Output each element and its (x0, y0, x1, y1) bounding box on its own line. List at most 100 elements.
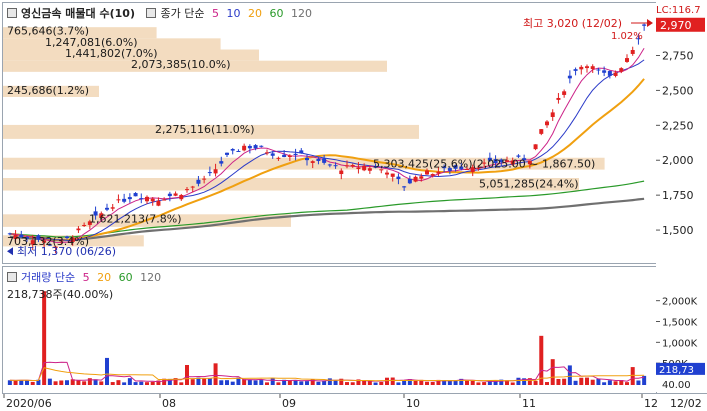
volume-bar (407, 379, 412, 385)
candle-body (419, 176, 424, 179)
volume-chart[interactable] (3, 267, 656, 393)
volume-bar (556, 378, 561, 385)
volume-bar (327, 378, 332, 385)
candle-body (453, 165, 458, 169)
candle-body (133, 193, 138, 197)
candle-body (270, 153, 275, 156)
volume-bar (42, 291, 47, 385)
candle-body (265, 152, 269, 154)
volume-bar (533, 381, 538, 385)
ma-60-line (9, 180, 645, 238)
candle-body (13, 234, 18, 240)
volume-bar (505, 380, 509, 385)
candle-body (65, 236, 69, 239)
candle-body (345, 165, 349, 167)
volume-profile-band (3, 124, 419, 139)
candle-body (299, 150, 304, 154)
volume-bar (230, 381, 235, 385)
candle-body (105, 207, 109, 210)
vol-ma-5: 5 (82, 271, 90, 284)
volume-bar (247, 379, 252, 385)
candle-body (379, 169, 384, 171)
volume-chart-pane[interactable]: 거래량 단순 5 20 60 120 218,738주(40.00%) (2, 266, 657, 394)
candle-body (630, 49, 635, 54)
price-chart-pane[interactable]: 765,646(3.7%) 1,247,081(6.0%) 1,441,802(7.… (2, 2, 657, 264)
volume-bar (333, 380, 338, 385)
volume-bar (59, 380, 64, 385)
volume-bar (493, 380, 498, 385)
volume-bar (127, 378, 132, 385)
volume-profile-label: 765,646(3.7%) (7, 25, 89, 38)
collapse-box-icon[interactable] (7, 8, 17, 18)
candle-body (327, 164, 332, 166)
volume-bar (413, 380, 418, 385)
candle-body (362, 165, 367, 171)
candle-body (356, 167, 361, 169)
candle-body (219, 161, 224, 164)
volume-bar (287, 380, 292, 385)
volume-bar (345, 382, 349, 385)
lc-label: LC:116.7 (656, 5, 701, 16)
volume-legend: 거래량 단순 5 20 60 120 218,738주(40.00%) (7, 269, 165, 302)
candle-body (470, 167, 475, 173)
volume-bar (573, 380, 578, 385)
candle-body (316, 158, 321, 162)
ma-box-icon[interactable] (146, 8, 157, 18)
price-chart[interactable]: 765,646(3.7%)1,247,081(6.0%)1,441,802(7.… (3, 3, 656, 263)
candle-body (442, 166, 447, 169)
candle-body (350, 165, 355, 167)
candle-body (145, 196, 149, 202)
volume-profile-label: 2,275,116(11.0%) (155, 123, 255, 136)
candle-body (156, 200, 161, 206)
volume-bar (219, 380, 224, 385)
volume-bar (585, 377, 589, 385)
volume-bar (7, 380, 12, 385)
candle-body (385, 172, 389, 175)
volume-bar (602, 382, 607, 385)
price-tick-label: 2,250 (662, 119, 694, 132)
volume-bar (122, 382, 127, 385)
volume-bar (625, 382, 629, 385)
volume-bar (173, 378, 178, 385)
candle-body (213, 169, 218, 174)
volume-box-icon[interactable] (7, 272, 17, 282)
volume-bar (476, 382, 481, 385)
ma-120-line (9, 197, 645, 242)
candle-body (230, 149, 235, 151)
candle-body (367, 168, 372, 171)
volume-bar (510, 382, 515, 385)
candle-body (487, 157, 492, 161)
volume-profile-band (3, 38, 221, 50)
volume-bar (87, 378, 92, 385)
volume-bar (436, 379, 441, 385)
candle-body (447, 168, 452, 171)
volume-bar (630, 367, 635, 385)
vol-ma-60: 60 (118, 271, 133, 284)
volume-bar (373, 382, 378, 385)
candle-body (7, 233, 12, 235)
candle-body (413, 176, 418, 182)
volume-bar (293, 380, 298, 385)
candle-body (287, 155, 292, 158)
volume-bar (13, 380, 18, 385)
volume-bar (99, 381, 104, 385)
volume-bar (613, 381, 618, 385)
volume-bar (76, 380, 81, 385)
volume-profile-label: 245,686(1.2%) (7, 84, 89, 97)
candle-body (173, 193, 178, 196)
candle-body (579, 66, 584, 70)
volume-bar (539, 335, 544, 385)
current-price-marker (656, 17, 705, 32)
volume-bar (362, 380, 367, 385)
candle-body (36, 235, 41, 240)
volume-bar (162, 378, 167, 385)
price-tick-label: 1,500 (662, 224, 694, 237)
candle-body (276, 157, 281, 159)
volume-bar (567, 365, 572, 385)
candle-body (402, 186, 407, 188)
volume-bar (442, 380, 447, 385)
volume-bar (385, 377, 389, 385)
volume-bar (425, 381, 429, 385)
candle-body (373, 166, 378, 168)
candle-body (533, 144, 538, 150)
